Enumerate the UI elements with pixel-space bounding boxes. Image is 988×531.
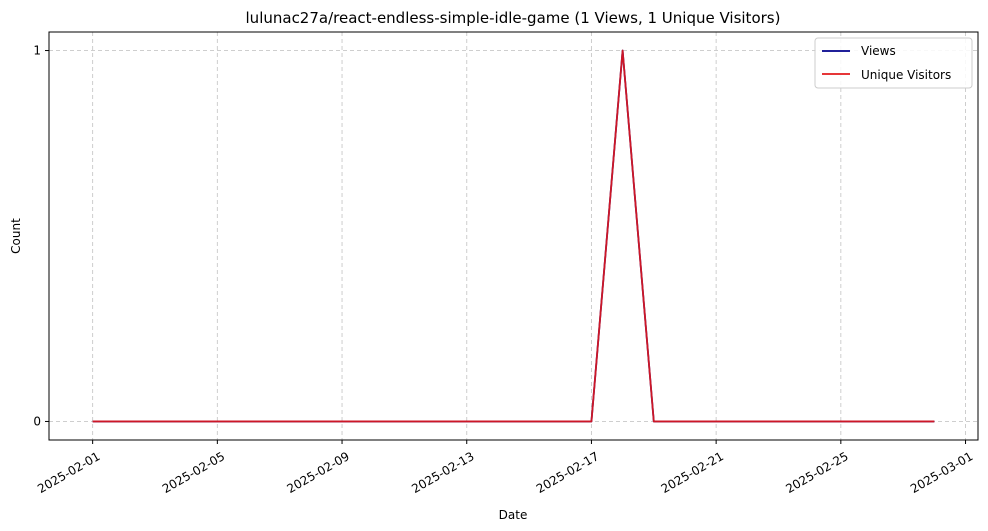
legend-label-unique-visitors: Unique Visitors (861, 68, 951, 82)
legend: Views Unique Visitors (814, 37, 973, 89)
chart-title: lulunac27a/react-endless-simple-idle-gam… (246, 9, 781, 27)
series-lines (92, 49, 935, 423)
y-axis-title: Count (9, 218, 23, 254)
legend-label-views: Views (861, 44, 896, 58)
series-line-unique-visitors (92, 49, 935, 423)
plot-frame (48, 31, 979, 441)
y-tick-label: 0 (33, 414, 41, 428)
y-axis: 01 (33, 44, 49, 428)
legend-box (814, 37, 973, 89)
x-axis-title: Date (499, 508, 528, 522)
y-tick-label: 1 (33, 44, 41, 58)
plot-area (48, 31, 979, 441)
